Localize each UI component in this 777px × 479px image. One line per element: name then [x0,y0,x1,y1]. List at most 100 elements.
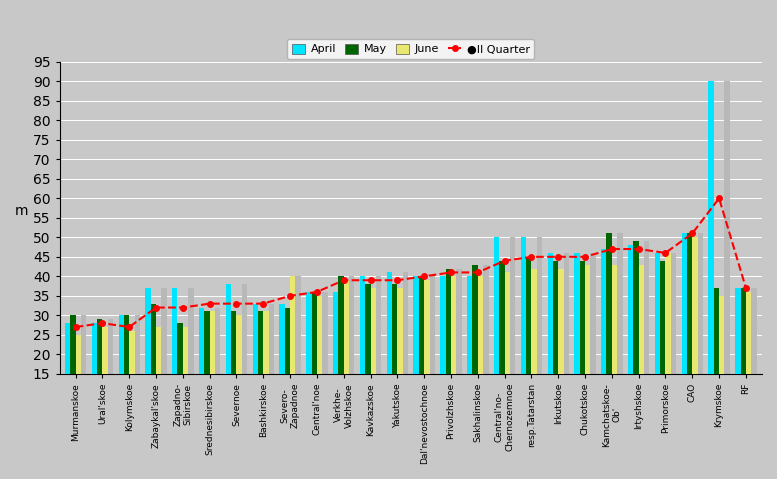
Bar [472,264,478,433]
Bar [504,273,510,433]
Bar [751,288,757,433]
Bar [371,288,376,433]
Bar [129,331,134,433]
Bar [349,276,354,433]
Bar [183,327,188,433]
Bar [231,311,236,433]
Bar [290,276,295,433]
Bar [709,81,714,433]
Bar [585,264,591,433]
Bar [387,273,392,433]
Bar [660,261,665,433]
Bar [601,249,607,433]
Bar [338,276,343,433]
Bar [456,269,462,433]
Bar [607,233,611,433]
Bar [467,276,472,433]
Bar [526,257,531,433]
Bar [574,253,580,433]
Bar [644,241,650,433]
Bar [333,292,338,433]
Bar [269,304,274,433]
Bar [521,237,526,433]
Bar [740,288,746,433]
Bar [397,288,402,433]
Bar [145,288,151,433]
Bar [81,315,86,433]
Bar [392,284,397,433]
Bar [531,269,537,433]
Bar [172,288,177,433]
Bar [692,237,698,433]
Bar [236,315,242,433]
Bar [360,276,365,433]
Legend: April, May, June, ●II Quarter: April, May, June, ●II Quarter [287,39,535,59]
Bar [746,292,751,433]
Bar [735,288,740,433]
Bar [343,280,349,433]
Bar [724,81,730,433]
Bar [719,296,724,433]
Bar [671,253,676,433]
Bar [483,264,489,433]
Y-axis label: m: m [15,204,29,218]
Bar [242,284,247,433]
Bar [655,253,660,433]
Bar [553,261,558,433]
Bar [263,311,269,433]
Bar [162,288,167,433]
Bar [639,264,644,433]
Bar [563,253,569,433]
Bar [365,284,371,433]
Bar [188,288,193,433]
Bar [478,276,483,433]
Bar [215,308,221,433]
Bar [714,288,719,433]
Bar [376,276,382,433]
Bar [64,323,70,433]
Bar [226,284,231,433]
Bar [413,276,419,433]
Bar [204,311,210,433]
Bar [258,311,263,433]
Bar [500,261,504,433]
Bar [698,233,703,433]
Bar [628,245,633,433]
Bar [253,304,258,433]
Bar [494,237,500,433]
Bar [617,233,622,433]
Bar [430,276,435,433]
Bar [510,237,515,433]
Bar [284,308,290,433]
Bar [108,319,113,433]
Bar [312,292,317,433]
Bar [681,233,687,433]
Bar [70,315,75,433]
Bar [322,292,328,433]
Bar [591,253,596,433]
Bar [611,264,617,433]
Bar [665,253,671,433]
Bar [446,269,451,433]
Bar [134,315,140,433]
Bar [177,323,183,433]
Bar [317,296,322,433]
Bar [548,253,553,433]
Bar [537,237,542,433]
Bar [210,311,215,433]
Bar [558,269,563,433]
Bar [103,327,108,433]
Bar [199,308,204,433]
Bar [151,304,156,433]
Bar [633,241,639,433]
Bar [419,276,424,433]
Bar [92,323,97,433]
Bar [687,233,692,433]
Bar [402,273,408,433]
Bar [441,276,446,433]
Bar [75,335,81,433]
Bar [119,315,124,433]
Bar [451,276,456,433]
Bar [156,327,162,433]
Bar [306,292,312,433]
